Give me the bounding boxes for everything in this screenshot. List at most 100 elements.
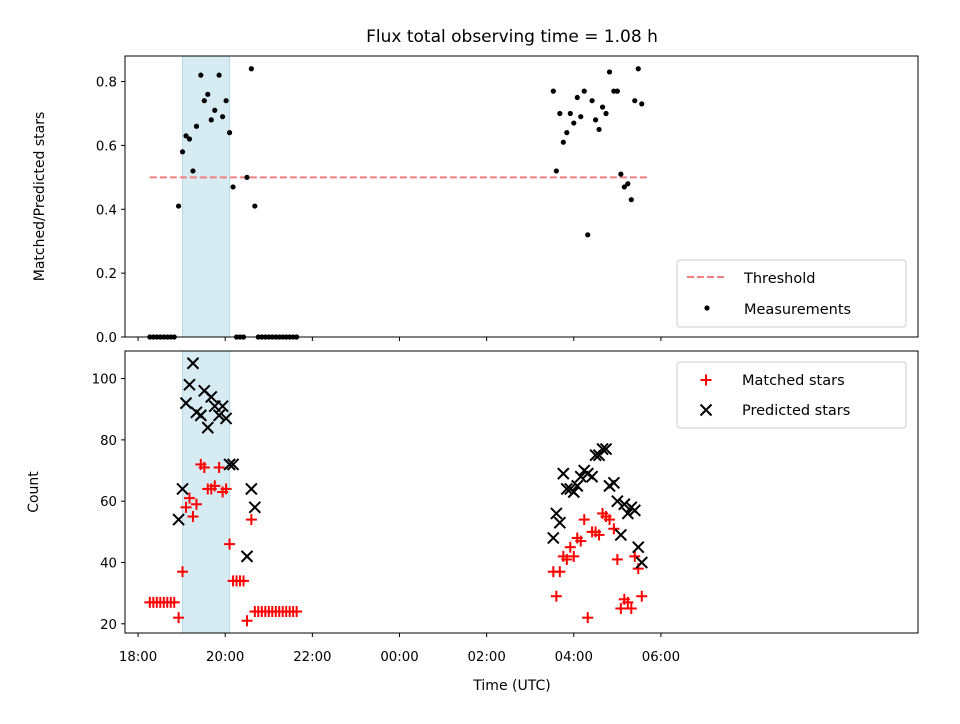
measurement-point [592,117,599,123]
matched-star-point [561,553,573,565]
matched-star-point [578,514,590,526]
legend-matched-label: Matched stars [742,373,845,389]
matched-star-point [245,514,257,526]
predicted-star-point [216,399,229,413]
measurement-point [193,123,200,129]
measurement-point [226,130,233,136]
measurement-point [252,203,258,209]
measurement-point [574,94,580,101]
legend-measurements-swatch [704,305,710,311]
top-y-axis-label: Matched/Predicted stars [32,112,48,282]
measurement-point [599,104,606,110]
predicted-star-point [550,507,563,520]
matched-star-point [636,590,648,602]
predicted-star-point [628,504,641,517]
measurement-point [208,117,214,123]
measurement-point [244,174,250,180]
predicted-star-point [186,357,200,370]
top-y-ticks: 0.0 0.2 0.4 0.6 0.8 [96,76,125,346]
measurement-point [216,72,222,78]
bottom-legend: Matched stars Predicted stars [676,361,907,429]
predicted-star-point [245,482,258,496]
matched-star-point [564,541,576,553]
predicted-star-point [219,412,233,425]
predicted-star-point [194,409,208,422]
xtick-label: 06:00 [642,650,680,665]
predicted-star-point [632,540,645,554]
measurement-point [618,171,624,177]
matched-star-point [625,602,637,614]
matched-star-point [575,535,587,547]
matched-star-point [224,538,236,550]
measurement-point [190,168,196,174]
measurement-point [589,98,595,104]
x-axis-label: Time (UTC) [472,678,550,694]
matched-star-point [180,501,192,513]
measurement-point [179,149,186,155]
predicted-star-point [212,409,226,422]
predicted-star-point [571,479,584,493]
xtick-label: 22:00 [293,650,331,665]
matched-star-point [593,529,605,541]
predicted-star-point [599,442,613,456]
top-shaded-span [182,55,231,338]
top-panel: 0.00.20.40.60.8 Matched/Predicted stars … [32,55,919,346]
predicted-star-point [248,501,262,514]
measurement-point [603,110,609,117]
bottom-panel: 20 40 60 80 100 18:00 20:00 22:00 00:00 02:00 04:… [26,350,919,694]
top-legend: Threshold Measurements [676,259,907,328]
measurement-point [606,69,613,75]
matched-star-point [241,615,253,627]
matched-star-point [183,492,195,504]
measurement-point [212,107,218,113]
matched-star-point [604,514,616,526]
measurement-point [560,139,566,145]
predicted-star-point [560,482,574,496]
top-ytick-label: 0.0 [96,331,117,346]
predicted-star-point [205,390,218,404]
bottom-ytick-label: 60 [100,495,117,510]
measurement-point [198,72,204,78]
bottom-x-ticks: 18:00 20:00 22:00 00:00 02:00 04:00 06:00 [119,633,680,665]
matched-star-point [209,480,221,492]
measurement-point [223,98,229,104]
legend-frame [676,259,907,328]
measurement-point [220,114,226,120]
predicted-star-point [557,467,570,480]
legend-frame [676,361,907,429]
predicted-star-point [635,556,648,569]
matched-star-point [238,575,250,587]
xtick-label: 00:00 [380,650,418,665]
matched-star-point [291,606,303,618]
top-axes-frame [124,55,919,338]
matched-star-point [213,461,225,473]
matched-star-point [615,602,627,614]
measurement-point [201,98,207,104]
matched-star-point [629,550,641,562]
predicted-star-point [226,458,240,471]
measurement-point [614,88,620,94]
bottom-axes-frame [124,350,919,634]
bottom-ytick-label: 40 [100,557,117,572]
bottom-y-ticks: 20 40 60 80 100 [92,373,125,633]
matched-star-point [608,523,620,535]
measurement-point [175,203,182,209]
predicted-star-point [614,528,628,542]
predicted-star-point [201,421,214,434]
measurement-point [585,232,591,238]
measurement-point [183,133,189,139]
measurement-point [571,120,577,126]
predicted-star-point [618,498,631,511]
bottom-ytick-label: 100 [92,373,117,388]
predicted-star-point [223,458,236,471]
top-shaded-region [182,55,231,338]
predicted-star-point [183,378,196,391]
predicted-star-point [574,470,587,483]
matched-star-point [611,553,623,565]
matched-star-point [550,590,562,602]
matched-star-point [190,498,202,510]
matched-star-point [198,461,210,473]
matched-star-point [168,596,180,608]
measurement-point [550,88,556,94]
predicted-star-point [172,513,185,526]
